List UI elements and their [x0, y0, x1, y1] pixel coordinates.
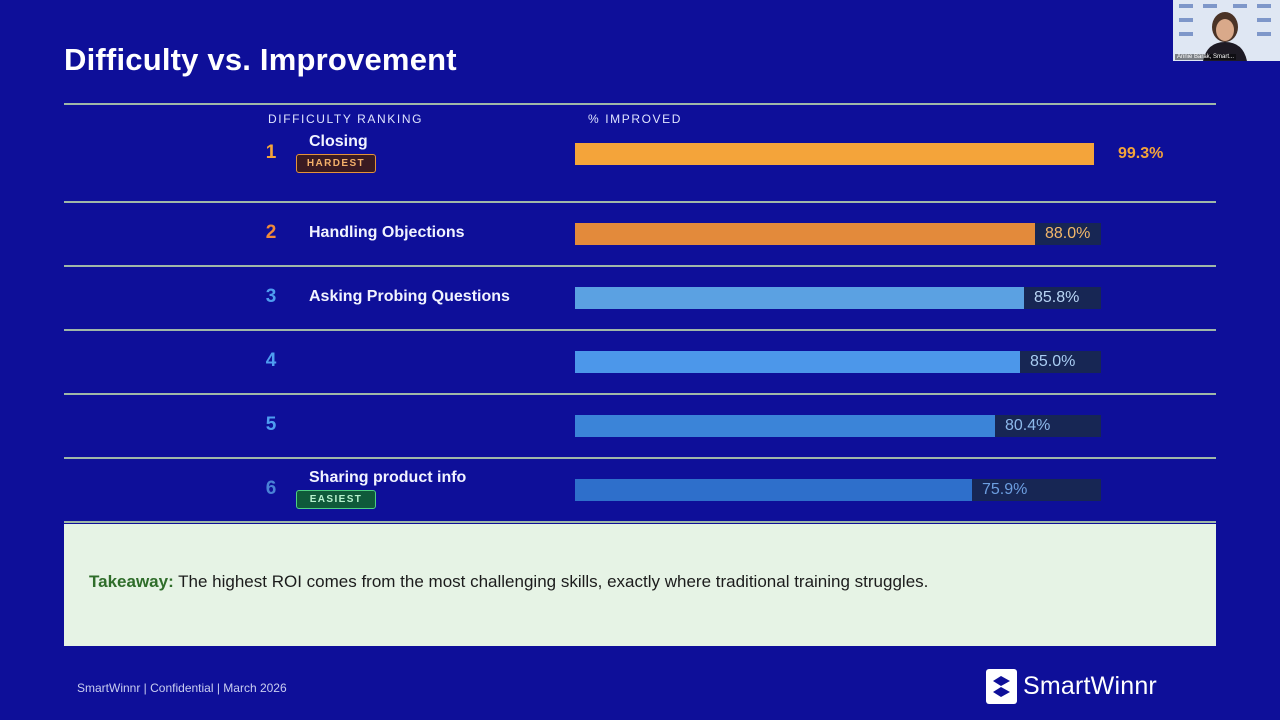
row-divider — [64, 521, 1216, 523]
skill-label: Sharing product info — [309, 469, 467, 486]
row-divider — [64, 201, 1216, 203]
value-label: 88.0% — [1045, 225, 1091, 242]
footer-text: SmartWinnr | Confidential | March 2026 — [77, 681, 287, 695]
smartwinnr-logo: SmartWinnr — [986, 669, 1157, 704]
webcam-thumbnail[interactable]: Annie Barak, Smart... — [1173, 0, 1280, 61]
rank-3: 3 — [265, 286, 277, 307]
slide-title: Difficulty vs. Improvement — [64, 42, 457, 77]
skill-label: Handling Objections — [309, 224, 465, 241]
table-top-rule — [64, 103, 1216, 105]
column-header-difficulty: DIFFICULTY RANKING — [268, 112, 424, 126]
takeaway-box: Takeaway: The highest ROI comes from the… — [64, 524, 1216, 646]
logo-icon — [986, 669, 1017, 704]
takeaway-text: Takeaway: The highest ROI comes from the… — [89, 572, 928, 592]
column-header-improved: % IMPROVED — [588, 112, 683, 126]
easiest-badge: EASIEST — [296, 490, 376, 509]
takeaway-body: The highest ROI comes from the most chal… — [173, 572, 929, 591]
value-label: 99.3% — [1118, 145, 1164, 162]
row-divider — [64, 393, 1216, 395]
bar-rank-1 — [575, 143, 1094, 165]
value-label: 85.0% — [1030, 353, 1076, 370]
value-label: 85.8% — [1034, 289, 1080, 306]
takeaway-label: Takeaway: — [89, 572, 174, 591]
bar-rank-2 — [575, 223, 1035, 245]
rank-1: 1 — [265, 142, 277, 163]
webcam-caption: Annie Barak, Smart... — [1175, 54, 1237, 60]
bar-rank-4 — [575, 351, 1020, 373]
skill-label: Closing — [309, 133, 368, 150]
webcam-feed — [1173, 0, 1280, 61]
bar-rank-6 — [575, 479, 972, 501]
skill-label: Asking Probing Questions — [309, 288, 510, 305]
value-label: 80.4% — [1005, 417, 1051, 434]
rank-4: 4 — [265, 350, 277, 371]
row-divider — [64, 457, 1216, 459]
bar-rank-3 — [575, 287, 1024, 309]
logo-wordmark: SmartWinnr — [1023, 672, 1157, 700]
rank-2: 2 — [265, 222, 277, 243]
rank-5: 5 — [265, 414, 277, 435]
hardest-badge: HARDEST — [296, 154, 376, 173]
value-label: 75.9% — [982, 481, 1028, 498]
row-divider — [64, 265, 1216, 267]
row-divider — [64, 329, 1216, 331]
bar-rank-5 — [575, 415, 995, 437]
rank-6: 6 — [265, 478, 277, 499]
